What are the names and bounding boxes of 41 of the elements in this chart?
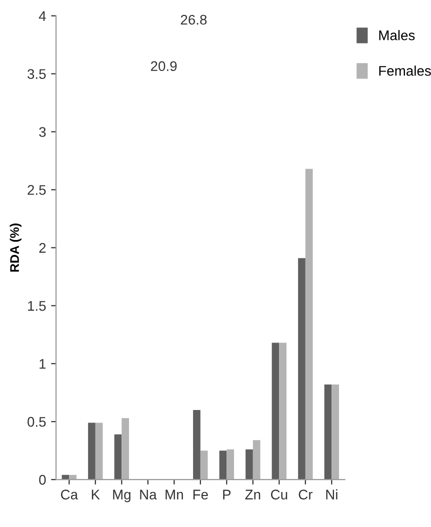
legend-label: Females — [379, 66, 431, 76]
bar — [200, 450, 208, 480]
x-tick-label: Zn — [245, 490, 260, 500]
x-tick-label: Ni — [326, 489, 338, 500]
annotation: 26.8 — [180, 14, 207, 25]
bar — [298, 258, 306, 480]
bar — [246, 449, 253, 480]
y-tick-label: 1 — [40, 359, 46, 369]
x-tick-label: Fe — [193, 490, 208, 500]
x-tick-label: P — [223, 490, 231, 500]
y-tick-label: 2.5 — [28, 185, 46, 195]
x-tick-label: Ca — [60, 490, 78, 500]
x-tick-label: K — [92, 490, 100, 500]
bar — [279, 342, 287, 480]
bar — [122, 418, 130, 480]
y-tick-label: 3 — [39, 127, 46, 137]
bar — [272, 342, 280, 480]
y-tick-label: 3.5 — [28, 69, 46, 79]
bar — [324, 384, 332, 480]
y-axis-title: RDA (%) — [10, 224, 22, 272]
x-tick-label: Mg — [113, 490, 130, 502]
bar — [88, 422, 96, 480]
bar — [226, 449, 234, 480]
bar — [252, 440, 260, 480]
y-tick-label: 0 — [39, 474, 46, 485]
bar — [332, 384, 340, 480]
bar — [193, 410, 200, 480]
x-tick-label: Mn — [166, 490, 183, 500]
x-tick-label: Cu — [271, 490, 288, 500]
bar — [114, 434, 122, 480]
bar — [219, 450, 227, 480]
bar — [95, 422, 103, 480]
y-tick-label: 1.5 — [28, 301, 46, 311]
y-tick-label: 0.5 — [28, 416, 46, 427]
bar — [305, 168, 313, 480]
y-tick-label: 2 — [39, 243, 46, 253]
annotation: 20.9 — [150, 61, 177, 72]
legend-label: Males — [379, 30, 415, 40]
x-tick-label: Na — [140, 490, 157, 500]
y-tick-label: 4 — [38, 11, 46, 21]
x-tick-label: Cr — [298, 490, 313, 500]
